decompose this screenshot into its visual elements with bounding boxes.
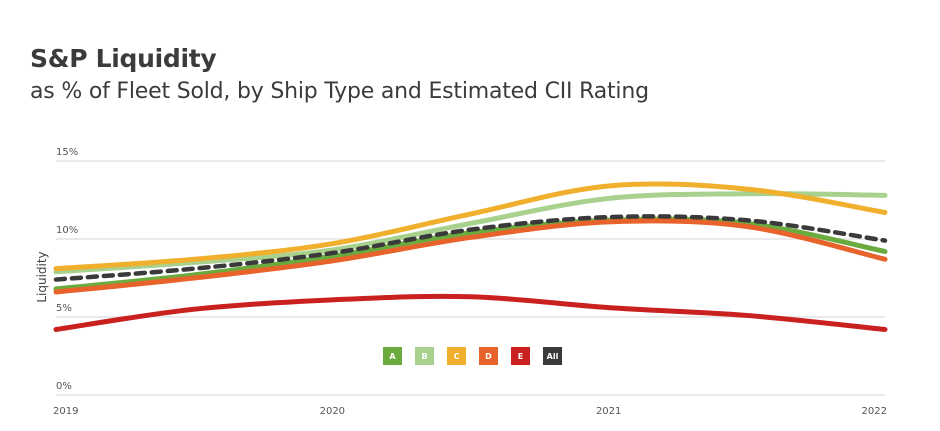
x-tick-label: 2020 [320,406,345,417]
series-line-e [53,293,888,332]
x-tick-label: 2019 [53,406,78,417]
legend-item-d[interactable]: D [479,347,498,365]
y-tick-label: 15% [56,147,78,158]
series-line-c [53,181,888,272]
series-line-a [53,216,888,292]
y-tick-label: 10% [56,225,78,236]
y-tick-label: 0% [56,381,72,392]
series-line-all [53,214,888,282]
y-axis-label: Liquidity [35,251,49,302]
x-tick-label: 2022 [862,406,887,417]
legend-item-e[interactable]: E [511,347,530,365]
legend-item-b[interactable]: B [415,347,434,365]
y-tick-label: 5% [56,303,72,314]
series-line-d [53,218,888,295]
legend-item-all[interactable]: All [543,347,562,365]
chart-title: S&P Liquidity [30,44,217,73]
legend-item-a[interactable]: A [383,347,402,365]
legend-item-c[interactable]: C [447,347,466,365]
legend: A B C D E All [383,347,562,365]
series-line-b [53,191,888,275]
x-tick-label: 2021 [596,406,621,417]
chart-subtitle: as % of Fleet Sold, by Ship Type and Est… [30,79,649,104]
